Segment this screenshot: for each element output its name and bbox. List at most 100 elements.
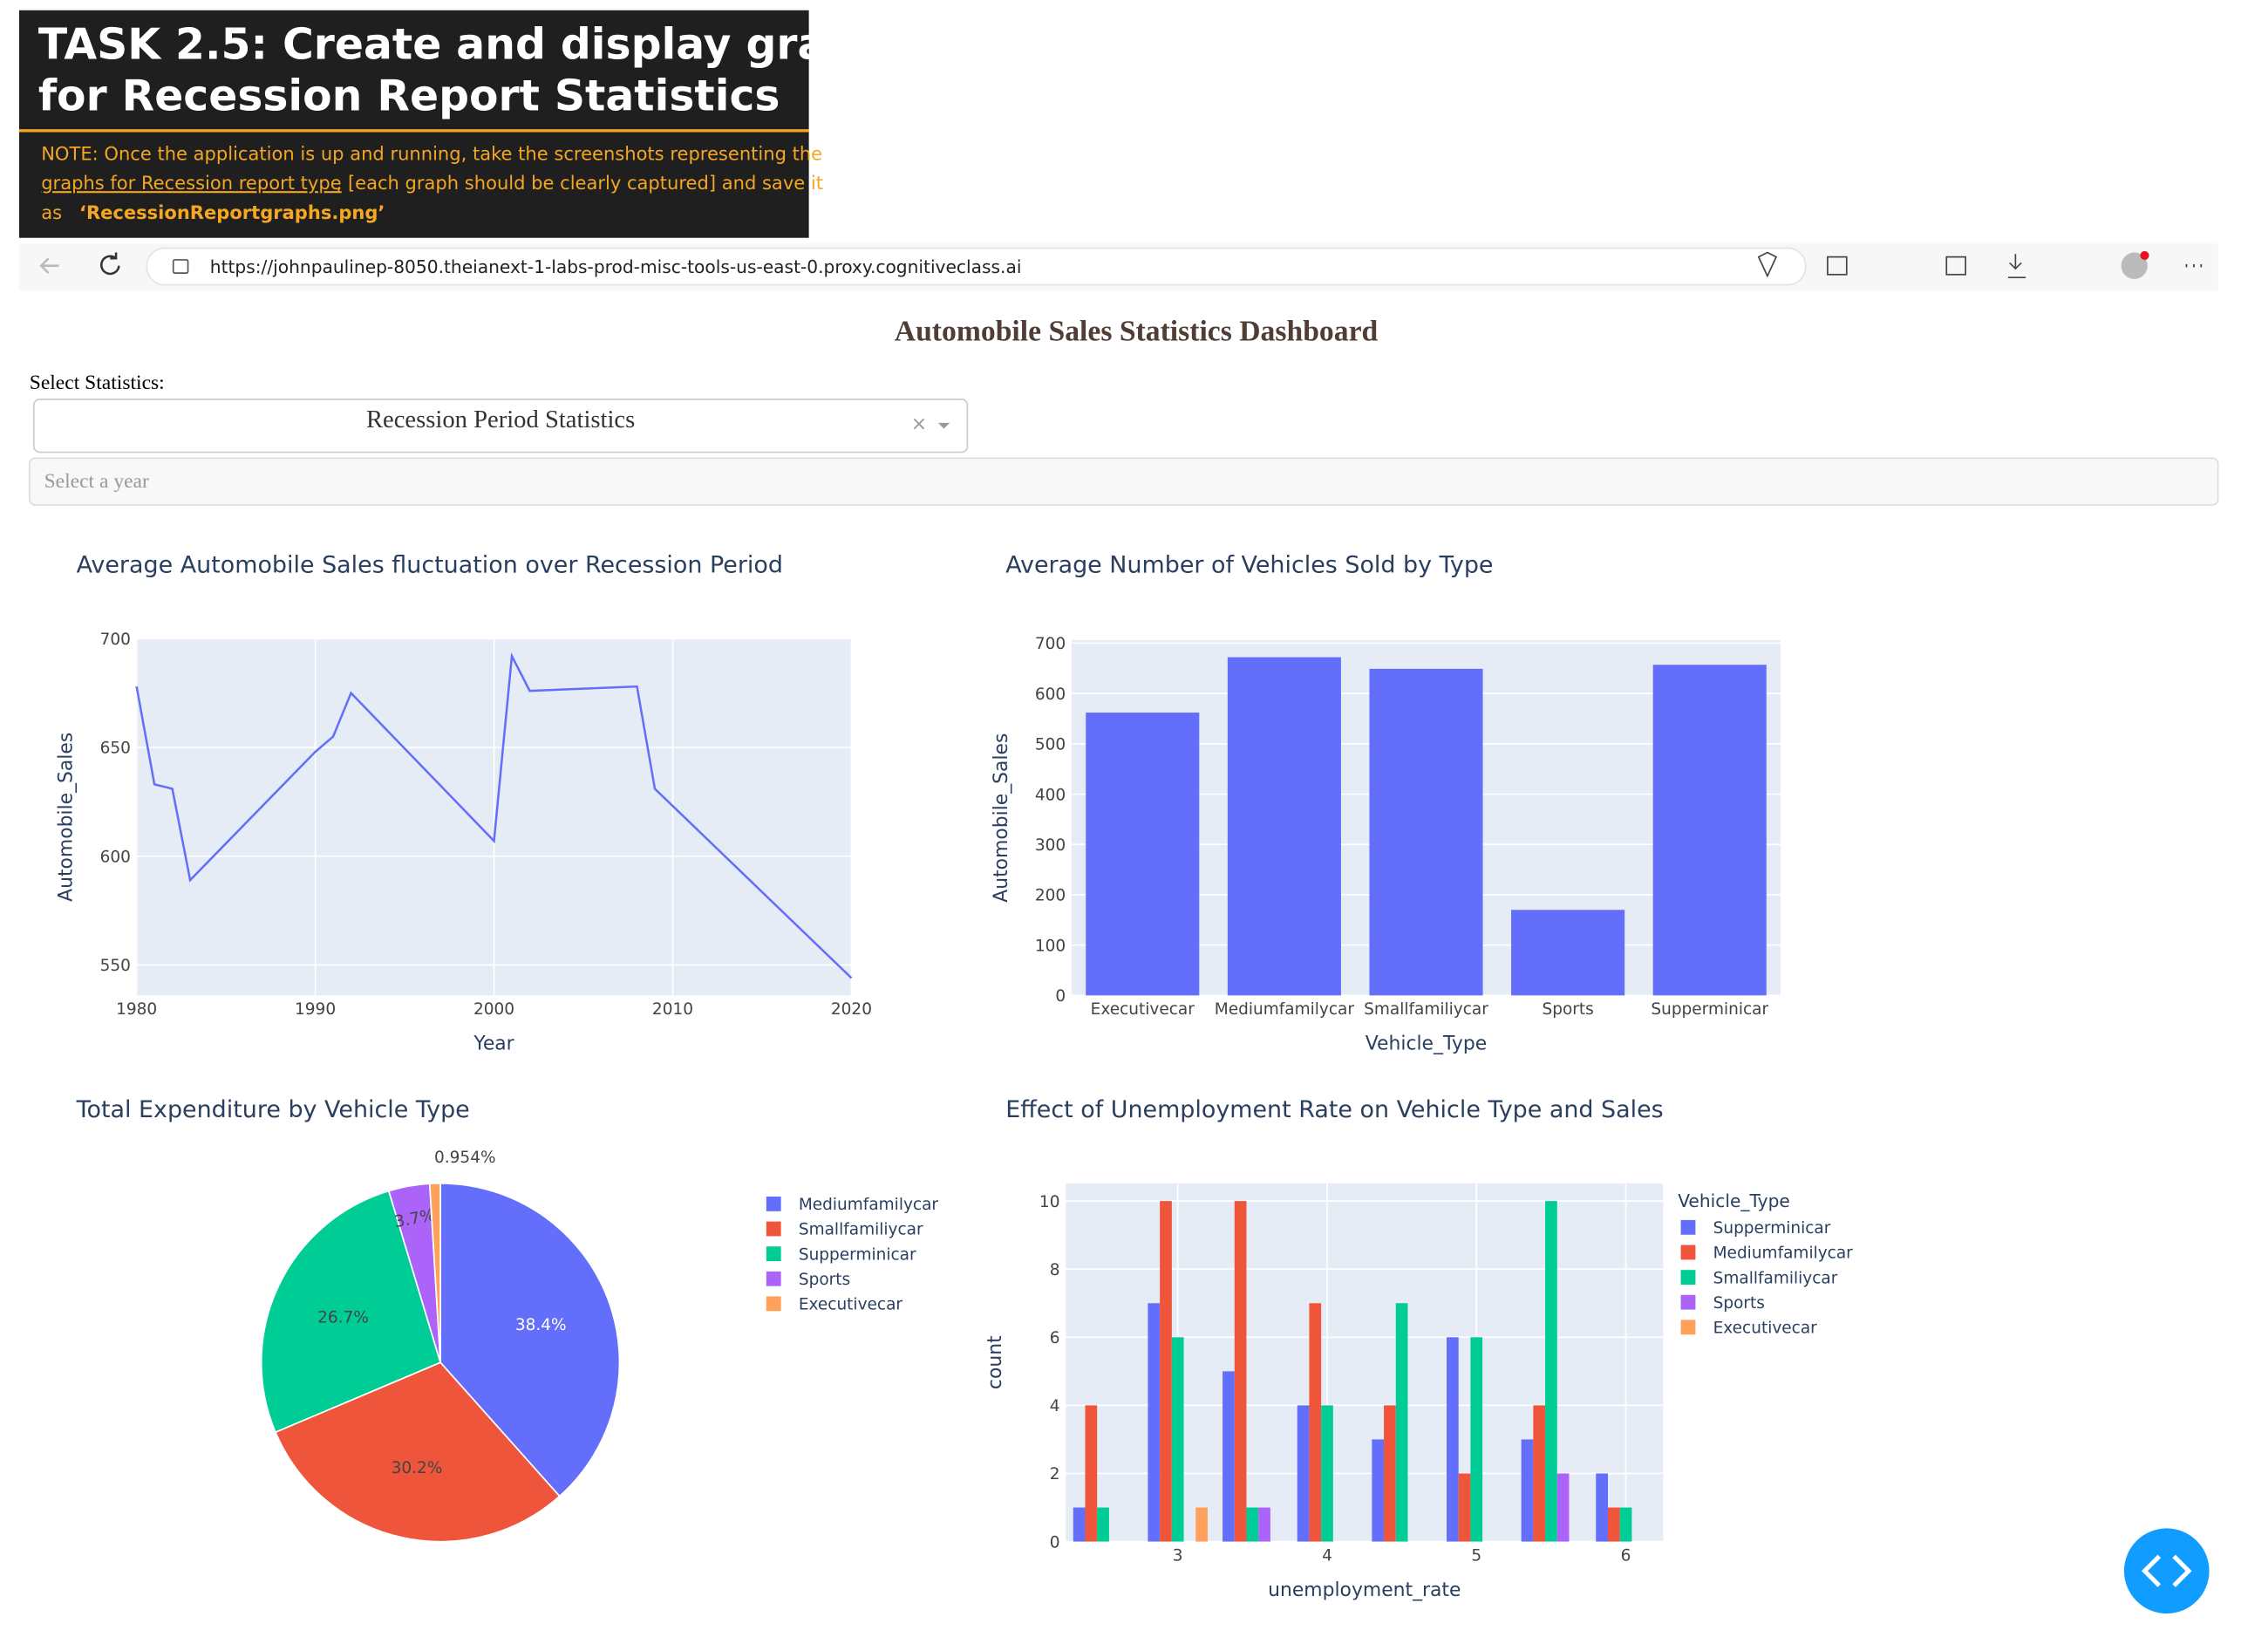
downloads-icon[interactable] [2007, 254, 2026, 279]
bar [1470, 1337, 1483, 1542]
bar [1309, 1303, 1322, 1542]
y-tick-label: 10 [1039, 1193, 1060, 1211]
collections-icon[interactable] [1945, 256, 1966, 276]
y-tick-label: 700 [1035, 635, 1066, 653]
chart-title: Effect of Unemployment Rate on Vehicle T… [1005, 1096, 1664, 1123]
task-title: TASK 2.5: Create and display graphs [38, 19, 912, 69]
y-tick-label: 600 [1035, 685, 1066, 704]
bar [1607, 1507, 1620, 1542]
dropdown-value: Recession Period Statistics [366, 406, 635, 433]
y-tick-label: 100 [1035, 937, 1066, 955]
bar [1171, 1337, 1184, 1542]
x-tick-label: 1980 [116, 1000, 157, 1019]
task-title: for Recession Report Statistics [38, 71, 780, 120]
bar [1369, 668, 1483, 996]
x-tick-label: 2010 [652, 1000, 693, 1019]
y-tick-label: 300 [1035, 836, 1066, 855]
y-tick-label: 550 [100, 957, 131, 975]
legend-label: Mediumfamilycar [799, 1196, 939, 1214]
legend-label: Executivecar [1713, 1320, 1818, 1338]
bar [1073, 1507, 1086, 1542]
y-axis-title: count [984, 1335, 1006, 1389]
bar [1086, 713, 1200, 996]
bar [1545, 1201, 1557, 1542]
reload-button[interactable] [100, 252, 120, 276]
address-bar[interactable] [146, 247, 1807, 286]
bar [1447, 1337, 1459, 1542]
year-dropdown[interactable] [28, 457, 2219, 506]
bar [1234, 1201, 1247, 1542]
chart-title: Average Number of Vehicles Sold by Type [1005, 552, 1493, 579]
x-tick-label: 3 [1173, 1546, 1183, 1565]
x-tick-label: Supperminicar [1651, 1000, 1768, 1019]
x-tick-label: Mediumfamilycar [1215, 1000, 1355, 1019]
url: https://johnpaulinep-8050.theianext-1-la… [210, 256, 1022, 277]
code-icon [2141, 1554, 2192, 1587]
note-filename: ‘RecessionReportgraphs.png’ [79, 201, 385, 223]
pie-slice [260, 1190, 442, 1434]
legend-swatch [1680, 1270, 1696, 1285]
legend-swatch [766, 1196, 781, 1211]
x-tick-label: 2000 [473, 1000, 514, 1019]
legend-swatch [766, 1246, 781, 1262]
bar [1195, 1507, 1208, 1542]
pie-slice [439, 1182, 621, 1497]
legend-label: Sports [799, 1271, 850, 1289]
x-tick-label: 6 [1621, 1546, 1631, 1565]
y-tick-label: 0 [1050, 1533, 1060, 1552]
bar [1321, 1405, 1333, 1542]
y-axis-title: Automobile_Sales [991, 733, 1012, 903]
split-icon[interactable] [1827, 256, 1848, 276]
lock-icon [172, 259, 189, 274]
charts: Average Automobile Sales fluctuation ove… [56, 552, 1854, 1601]
dash-debug-button[interactable] [2123, 1528, 2210, 1614]
divider [18, 129, 809, 133]
x-axis-title: Vehicle_Type [1366, 1033, 1487, 1055]
profile-icon[interactable] [2121, 252, 2148, 279]
y-tick-label: 200 [1035, 887, 1066, 905]
legend-label: Mediumfamilycar [1713, 1245, 1854, 1263]
bar [1521, 1439, 1534, 1542]
statistics-dropdown[interactable] [32, 399, 969, 454]
x-tick-label: 5 [1471, 1546, 1481, 1565]
pie-slice [428, 1182, 441, 1363]
x-tick-label: 1990 [295, 1000, 336, 1019]
y-tick-label: 2 [1050, 1465, 1060, 1484]
bar [1384, 1405, 1396, 1542]
y-tick-label: 500 [1035, 736, 1066, 754]
legend-swatch [766, 1296, 781, 1312]
bar [1533, 1405, 1546, 1542]
bar [1246, 1507, 1259, 1542]
bar [1097, 1507, 1109, 1542]
note-text: as [41, 201, 62, 223]
dashboard-title: Automobile Sales Statistics Dashboard [895, 316, 1379, 348]
y-tick-label: 6 [1050, 1329, 1060, 1347]
pie-label: 0.954% [434, 1149, 496, 1167]
pie-slice [274, 1361, 561, 1543]
task-header [18, 10, 809, 238]
back-button[interactable] [39, 257, 59, 275]
clear-button[interactable]: × [911, 413, 927, 435]
dropdown-arrow[interactable] [937, 422, 950, 429]
x-axis-title: unemployment_rate [1268, 1579, 1461, 1601]
legend-swatch [1680, 1245, 1696, 1260]
y-tick-label: 650 [100, 740, 131, 758]
profile-badge [2140, 250, 2149, 260]
legend-swatch [766, 1271, 781, 1286]
x-tick-label: 2020 [831, 1000, 872, 1019]
x-tick-label: Smallfamiliycar [1364, 1000, 1488, 1019]
favorite-icon[interactable] [1757, 251, 1778, 278]
legend-label: Supperminicar [1713, 1219, 1831, 1238]
x-tick-label: Executivecar [1091, 1000, 1195, 1019]
legend-swatch [1680, 1294, 1696, 1310]
line [135, 651, 853, 979]
legend-swatch [766, 1221, 781, 1237]
y-tick-label: 0 [1055, 987, 1066, 1006]
bar [1652, 665, 1767, 996]
bar [1148, 1303, 1161, 1542]
legend-title: Vehicle_Type [1678, 1190, 1790, 1211]
chart-title: Average Automobile Sales fluctuation ove… [77, 552, 783, 579]
bar [1372, 1439, 1385, 1542]
bar [1458, 1473, 1471, 1542]
